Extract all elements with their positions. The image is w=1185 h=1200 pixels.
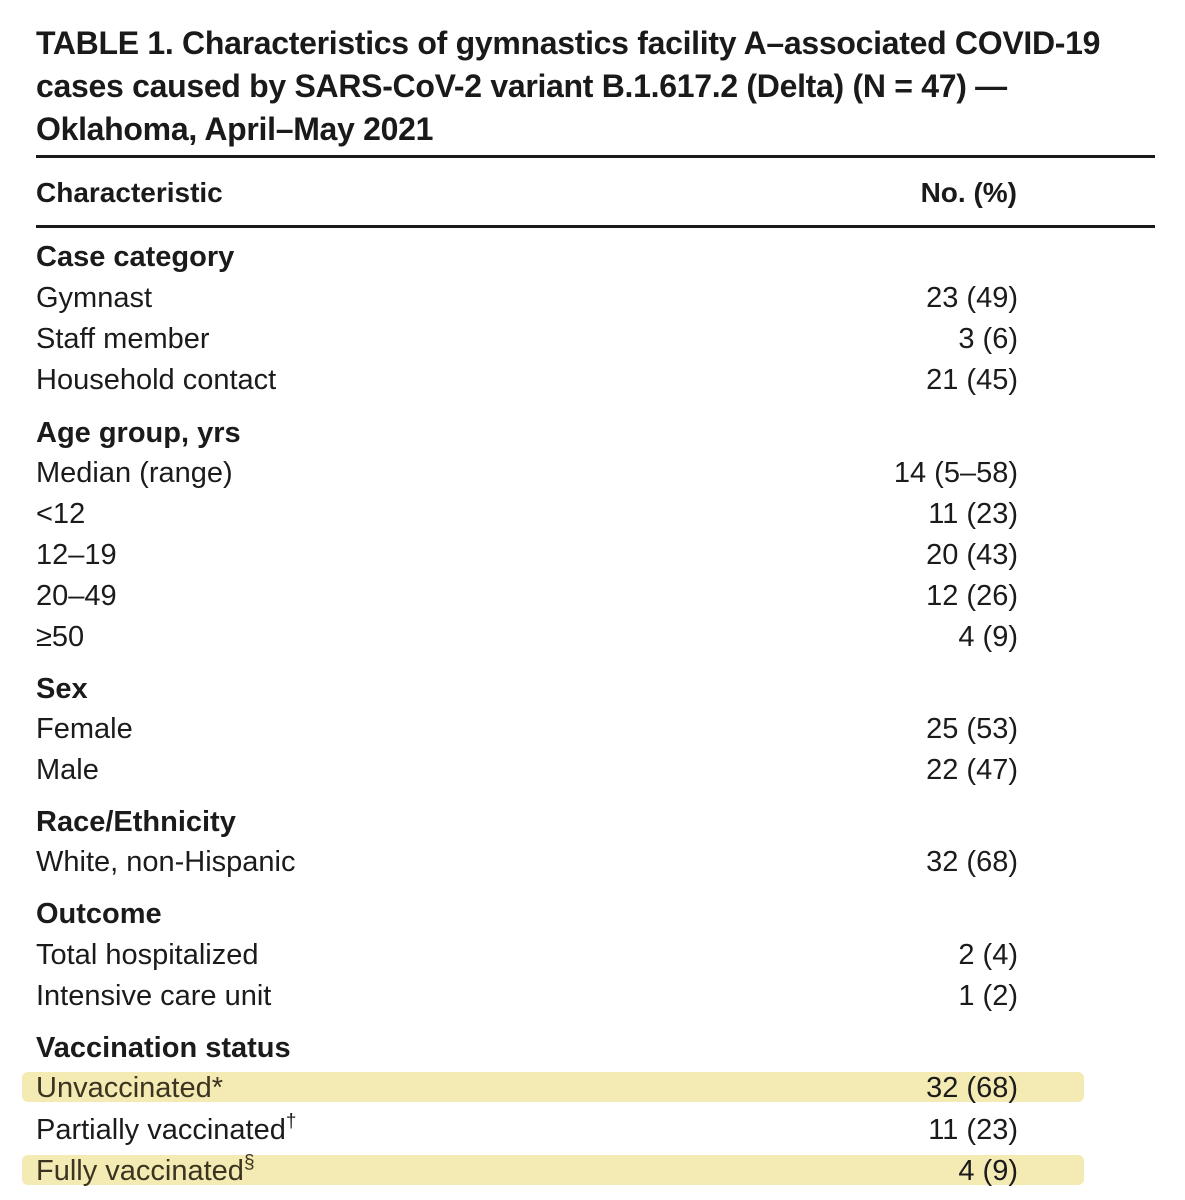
- row-value: 32 (68): [926, 846, 1018, 878]
- row-value: 23 (49): [926, 282, 1018, 314]
- table-row: Gymnast 23 (49): [36, 278, 1018, 318]
- row-label: Total hospitalized: [36, 939, 259, 971]
- row-value: 22 (47): [926, 754, 1018, 786]
- section-label: Sex: [36, 673, 88, 705]
- row-label-with-footnote: Partially vaccinated†: [36, 1110, 296, 1150]
- row-value: 20 (43): [926, 539, 1018, 571]
- row-value: 11 (23): [928, 498, 1018, 530]
- header-rule: [36, 225, 1155, 228]
- section-label: Race/Ethnicity: [36, 806, 236, 838]
- row-value: 4 (9): [958, 621, 1018, 653]
- row-value: 1 (2): [958, 980, 1018, 1012]
- row-label: White, non-Hispanic: [36, 846, 296, 878]
- table-row: Household contact 21 (45): [36, 360, 1018, 400]
- table-row: Male 22 (47): [36, 750, 1018, 790]
- footnote-marker: †: [285, 1111, 297, 1132]
- row-value: 25 (53): [926, 713, 1018, 745]
- column-header-count: No. (%): [920, 177, 1017, 208]
- row-label-text: Fully vaccinated: [36, 1155, 244, 1187]
- section-label: Vaccination status: [36, 1032, 291, 1064]
- row-label-text: Partially vaccinated: [36, 1114, 286, 1146]
- row-value: 21 (45): [926, 364, 1018, 396]
- table-row: Partially vaccinated† 11 (23): [36, 1110, 1018, 1150]
- row-label: Female: [36, 713, 133, 745]
- table-row-highlighted: Unvaccinated* 32 (68): [22, 1068, 1084, 1108]
- table-row: Total hospitalized 2 (4): [36, 935, 1018, 975]
- row-label: Median (range): [36, 457, 233, 489]
- row-value: 32 (68): [926, 1072, 1018, 1104]
- table-row: 12–19 20 (43): [36, 535, 1018, 575]
- table-row: Staff member 3 (6): [36, 319, 1018, 359]
- section-heading-case-category: Case category: [36, 237, 1018, 277]
- table-row: Female 25 (53): [36, 709, 1018, 749]
- section-heading-sex: Sex: [36, 669, 1018, 709]
- section-label: Age group, yrs: [36, 417, 241, 449]
- row-value: 11 (23): [928, 1114, 1018, 1146]
- section-label: Outcome: [36, 898, 162, 930]
- section-heading-vaccination-status: Vaccination status: [36, 1028, 1018, 1068]
- row-value: 4 (9): [958, 1155, 1018, 1187]
- row-value: 2 (4): [958, 939, 1018, 971]
- row-label: Household contact: [36, 364, 277, 396]
- row-label-with-footnote: Fully vaccinated§: [36, 1151, 255, 1191]
- table-row-highlighted: Fully vaccinated§ 4 (9): [22, 1151, 1084, 1191]
- table-title: TABLE 1. Characteristics of gymnastics f…: [36, 25, 1101, 147]
- row-label: Intensive care unit: [36, 980, 272, 1012]
- table-row: White, non-Hispanic 32 (68): [36, 842, 1018, 882]
- section-heading-outcome: Outcome: [36, 894, 1018, 934]
- table-row: Intensive care unit 1 (2): [36, 976, 1018, 1016]
- row-label: 20–49: [36, 580, 117, 612]
- footnote-marker: §: [243, 1152, 255, 1173]
- row-label: 12–19: [36, 539, 117, 571]
- section-label: Case category: [36, 241, 235, 273]
- row-label: ≥50: [36, 621, 85, 653]
- row-label: Unvaccinated*: [36, 1072, 223, 1104]
- column-header-characteristic: Characteristic: [36, 177, 223, 208]
- table-row: <12 11 (23): [36, 494, 1018, 534]
- table-row: Median (range) 14 (5–58): [36, 453, 1018, 493]
- row-value: 12 (26): [926, 580, 1018, 612]
- row-value: 14 (5–58): [893, 457, 1018, 489]
- row-value: 3 (6): [958, 323, 1018, 355]
- row-label: Gymnast: [36, 282, 153, 314]
- row-label: <12: [36, 498, 86, 530]
- section-heading-age-group: Age group, yrs: [36, 413, 1018, 453]
- table-row: ≥50 4 (9): [36, 617, 1018, 657]
- section-heading-race-ethnicity: Race/Ethnicity: [36, 802, 1018, 842]
- row-label: Male: [36, 754, 99, 786]
- row-label: Staff member: [36, 323, 210, 355]
- top-rule: [36, 155, 1155, 158]
- table-row: 20–49 12 (26): [36, 576, 1018, 616]
